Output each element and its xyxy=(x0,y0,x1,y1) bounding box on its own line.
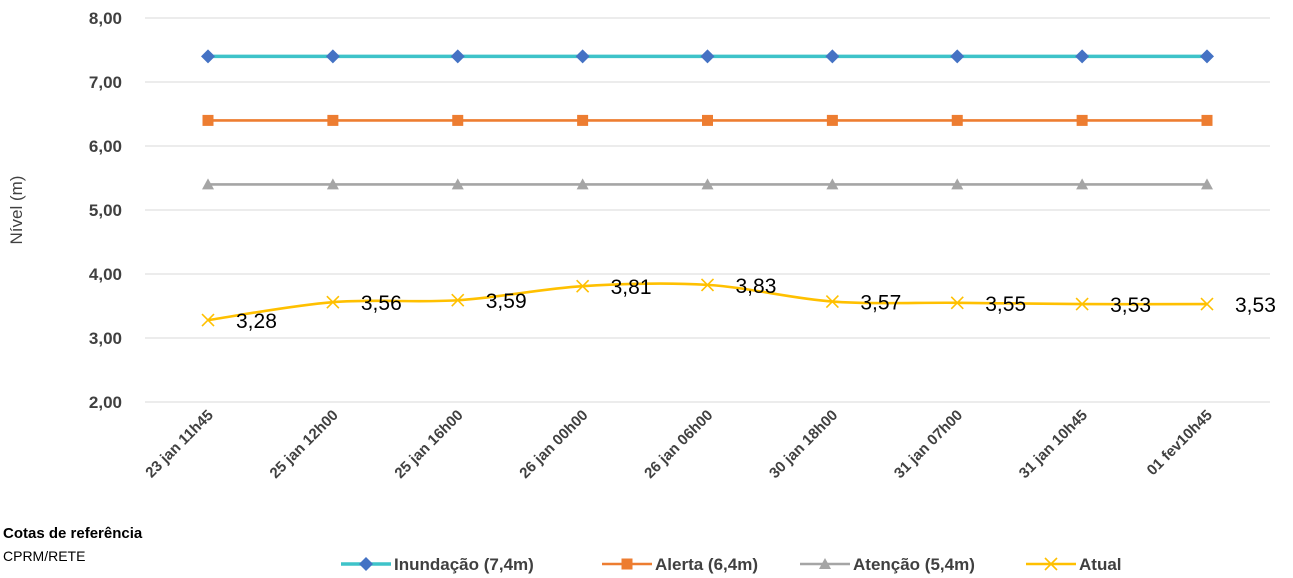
series-point-2 xyxy=(202,178,214,190)
series-point-3 xyxy=(825,294,839,309)
series-point-1 xyxy=(577,114,589,126)
y-axis-title: Nível (m) xyxy=(7,176,26,245)
data-label: 3,53 xyxy=(1235,294,1276,317)
data-label: 3,81 xyxy=(611,276,652,299)
series-point-2 xyxy=(451,178,464,190)
legend-swatch-marker xyxy=(359,557,373,571)
series-point-0 xyxy=(201,49,215,64)
x-tick-label: 30 jan 18h00 xyxy=(766,407,841,482)
series-point-0 xyxy=(1075,49,1090,64)
series-point-0 xyxy=(575,49,590,64)
y-tick-label: 2,00 xyxy=(89,393,122,412)
series-point-0 xyxy=(700,49,715,64)
series-point-1 xyxy=(1076,114,1088,126)
legend-swatch-marker-stroke xyxy=(1044,557,1058,571)
y-tick-label: 5,00 xyxy=(89,201,122,220)
series-point-1 xyxy=(702,114,713,126)
series-point-3 xyxy=(1075,297,1089,311)
series-point-3 xyxy=(1200,297,1214,311)
series-point-3 xyxy=(700,278,715,292)
series-point-2 xyxy=(826,178,839,190)
data-label: 3,57 xyxy=(860,292,901,315)
series-point-1 xyxy=(826,114,838,126)
series-point-2 xyxy=(951,178,964,190)
series-point-1 xyxy=(1201,114,1213,126)
series-line-3 xyxy=(207,282,1208,322)
series-point-3-stroke xyxy=(1200,297,1214,311)
series-point-3-stroke xyxy=(326,295,340,309)
x-tick-label: 31 jan 07h00 xyxy=(891,407,966,482)
series-point-1 xyxy=(327,114,339,126)
reference-source: CPRM/RETE xyxy=(3,548,86,564)
series-point-0 xyxy=(325,49,340,64)
series-point-0 xyxy=(825,49,840,64)
x-tick-label: 26 jan 00h00 xyxy=(516,407,591,482)
series-point-3-stroke xyxy=(700,278,715,292)
data-label: 3,55 xyxy=(985,293,1026,316)
series-point-3 xyxy=(950,296,964,310)
y-tick-label: 7,00 xyxy=(89,73,122,92)
series-point-2 xyxy=(576,178,589,190)
data-label: 3,56 xyxy=(361,292,402,315)
x-tick-label: 23 jan 11h45 xyxy=(142,407,217,482)
series-point-3-stroke xyxy=(1075,297,1089,311)
x-tick-label: 01 fev10h45 xyxy=(1144,407,1216,479)
data-label: 3,83 xyxy=(736,275,777,298)
legend-swatch-marker xyxy=(1044,557,1058,571)
series-point-1 xyxy=(452,114,464,126)
x-tick-label: 31 jan 10h45 xyxy=(1016,407,1091,482)
series-point-1 xyxy=(951,114,963,126)
series-point-3-stroke xyxy=(950,296,964,310)
series-point-2 xyxy=(701,178,714,190)
data-label: 3,59 xyxy=(486,290,527,313)
legend-swatch-marker xyxy=(621,558,633,570)
series-point-1 xyxy=(202,114,214,126)
legend-label: Inundação (7,4m) xyxy=(394,555,534,574)
series-point-3-stroke xyxy=(825,294,839,309)
series-point-3 xyxy=(576,279,590,293)
y-tick-label: 4,00 xyxy=(89,265,122,284)
x-tick-label: 25 jan 12h00 xyxy=(267,407,342,482)
series-point-0 xyxy=(950,49,965,64)
series-point-3-stroke xyxy=(201,313,215,327)
y-tick-label: 3,00 xyxy=(89,329,122,348)
series-point-0 xyxy=(1200,49,1214,64)
reference-title: Cotas de referência xyxy=(3,525,143,542)
y-tick-label: 8,00 xyxy=(89,9,122,28)
legend-label: Atenção (5,4m) xyxy=(853,555,975,574)
legend-label: Atual xyxy=(1079,555,1122,574)
y-tick-label: 6,00 xyxy=(89,137,122,156)
data-label: 3,28 xyxy=(236,310,277,333)
series-point-2 xyxy=(1201,178,1213,190)
series-point-0 xyxy=(450,49,465,64)
series-point-2 xyxy=(326,178,339,190)
series-point-3 xyxy=(201,313,215,327)
series-point-3-stroke xyxy=(576,279,590,293)
series-point-2 xyxy=(1076,178,1089,190)
data-label: 3,53 xyxy=(1110,294,1151,317)
series-point-3 xyxy=(451,293,465,307)
legend-label: Alerta (6,4m) xyxy=(655,555,758,574)
x-tick-label: 26 jan 06h00 xyxy=(641,407,716,482)
x-tick-label: 25 jan 16h00 xyxy=(391,407,466,482)
legend-swatch-marker xyxy=(819,558,831,569)
series-point-3-stroke xyxy=(451,293,465,307)
series-point-3 xyxy=(326,295,340,309)
